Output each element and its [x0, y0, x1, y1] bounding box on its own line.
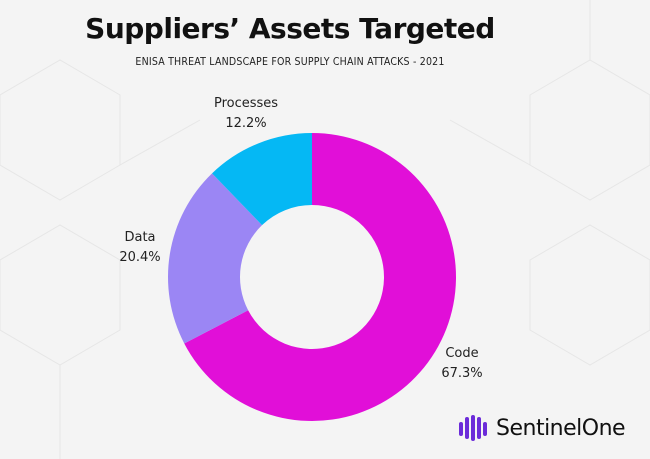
slice-label-processes: Processes	[214, 96, 278, 111]
sentinelone-logo: SentinelOne	[458, 408, 626, 448]
brand-name: SentinelOne	[496, 415, 626, 441]
slice-value-data: 20.4%	[119, 250, 160, 265]
chart-title: Suppliers’ Assets Targeted	[85, 12, 495, 45]
slice-value-code: 67.3%	[441, 366, 482, 381]
slice-label-code: Code	[445, 346, 478, 361]
slice-code	[184, 133, 457, 422]
chart-subtitle: ENISA THREAT LANDSCAPE FOR SUPPLY CHAIN …	[135, 56, 445, 68]
slice-value-processes: 12.2%	[225, 116, 266, 131]
slice-processes	[212, 133, 312, 226]
slice-data	[168, 173, 263, 344]
sentinelone-logo-icon	[459, 415, 487, 441]
slice-label-data: Data	[124, 230, 155, 245]
